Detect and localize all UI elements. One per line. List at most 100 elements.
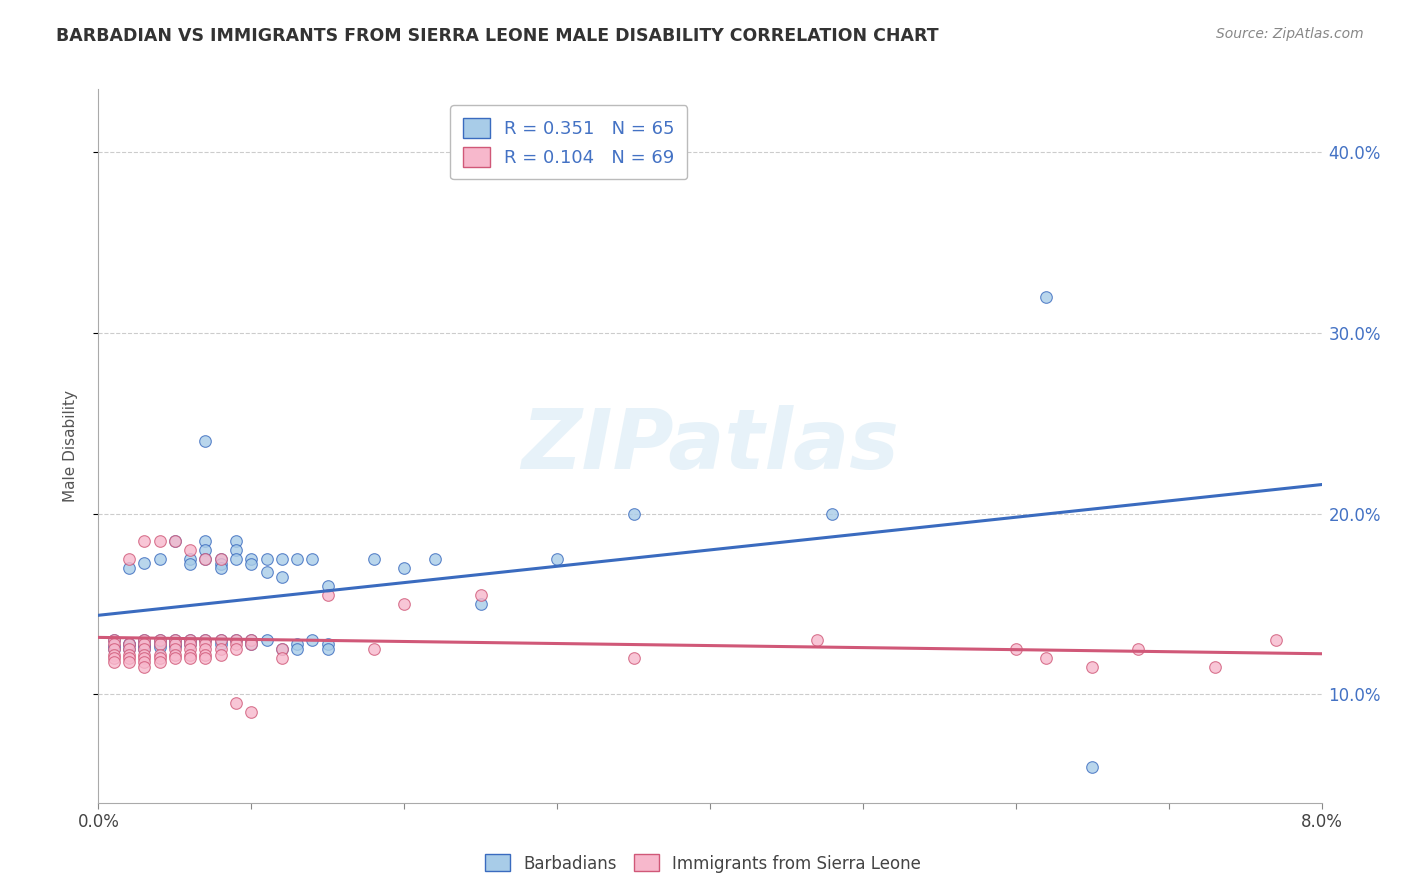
Point <box>134 633 156 648</box>
Point <box>225 633 247 648</box>
Point <box>149 648 172 662</box>
Point <box>194 542 217 557</box>
Point <box>225 542 247 557</box>
Point <box>240 637 263 651</box>
Point <box>209 642 232 657</box>
Point <box>118 648 141 662</box>
Point <box>149 651 172 665</box>
Point <box>194 434 217 449</box>
Point <box>301 552 323 566</box>
Point <box>209 561 232 575</box>
Point <box>194 642 217 657</box>
Point <box>118 651 141 665</box>
Point <box>256 633 278 648</box>
Point <box>392 597 416 611</box>
Point <box>225 633 247 648</box>
Point <box>209 633 232 648</box>
Point <box>270 642 294 657</box>
Point <box>163 639 186 653</box>
Point <box>149 637 172 651</box>
Point <box>163 651 186 665</box>
Point <box>103 642 125 657</box>
Point <box>179 542 201 557</box>
Point <box>1128 642 1150 657</box>
Point <box>209 558 232 572</box>
Point <box>225 552 247 566</box>
Point <box>225 637 247 651</box>
Point <box>134 556 156 570</box>
Point <box>118 561 141 575</box>
Point <box>209 552 232 566</box>
Text: Source: ZipAtlas.com: Source: ZipAtlas.com <box>1216 27 1364 41</box>
Point <box>285 642 308 657</box>
Point <box>179 637 201 651</box>
Point <box>1264 633 1286 648</box>
Point <box>134 660 156 674</box>
Point <box>163 637 186 651</box>
Point <box>240 637 263 651</box>
Point <box>1004 642 1026 657</box>
Point <box>118 642 141 657</box>
Point <box>118 637 141 651</box>
Point <box>118 655 141 669</box>
Point <box>134 633 156 648</box>
Point <box>134 639 156 653</box>
Point <box>149 552 172 566</box>
Point <box>209 552 232 566</box>
Point <box>270 651 294 665</box>
Point <box>194 552 217 566</box>
Point <box>301 633 323 648</box>
Point <box>103 655 125 669</box>
Point <box>546 552 568 566</box>
Point <box>118 637 141 651</box>
Point <box>225 533 247 548</box>
Point <box>623 507 645 521</box>
Point <box>1081 759 1104 773</box>
Point <box>316 588 339 602</box>
Point <box>163 633 186 648</box>
Point <box>470 588 492 602</box>
Point <box>163 633 186 648</box>
Point <box>285 637 308 651</box>
Point <box>240 706 263 720</box>
Point <box>103 642 125 657</box>
Point <box>1081 660 1104 674</box>
Point <box>1035 651 1057 665</box>
Point <box>134 533 156 548</box>
Point <box>194 552 217 566</box>
Point <box>256 552 278 566</box>
Point <box>134 642 156 657</box>
Point <box>240 633 263 648</box>
Point <box>134 651 156 665</box>
Point <box>194 633 217 648</box>
Point <box>134 642 156 657</box>
Point <box>179 633 201 648</box>
Point <box>256 565 278 579</box>
Point <box>134 637 156 651</box>
Point <box>163 642 186 657</box>
Point <box>470 597 492 611</box>
Point <box>240 558 263 572</box>
Legend: Barbadians, Immigrants from Sierra Leone: Barbadians, Immigrants from Sierra Leone <box>478 847 928 880</box>
Text: BARBADIAN VS IMMIGRANTS FROM SIERRA LEONE MALE DISABILITY CORRELATION CHART: BARBADIAN VS IMMIGRANTS FROM SIERRA LEON… <box>56 27 939 45</box>
Point <box>316 642 339 657</box>
Point <box>363 552 385 566</box>
Point <box>1204 660 1226 674</box>
Point <box>194 637 217 651</box>
Text: ZIPatlas: ZIPatlas <box>522 406 898 486</box>
Point <box>163 648 186 662</box>
Point <box>163 637 186 651</box>
Point <box>209 633 232 648</box>
Point <box>103 648 125 662</box>
Point <box>821 507 844 521</box>
Point <box>149 655 172 669</box>
Point <box>103 637 125 651</box>
Point <box>179 648 201 662</box>
Y-axis label: Male Disability: Male Disability <box>63 390 77 502</box>
Point <box>163 533 186 548</box>
Point <box>134 637 156 651</box>
Legend: R = 0.351   N = 65, R = 0.104   N = 69: R = 0.351 N = 65, R = 0.104 N = 69 <box>450 105 688 179</box>
Point <box>118 552 141 566</box>
Point <box>103 633 125 648</box>
Point <box>363 642 385 657</box>
